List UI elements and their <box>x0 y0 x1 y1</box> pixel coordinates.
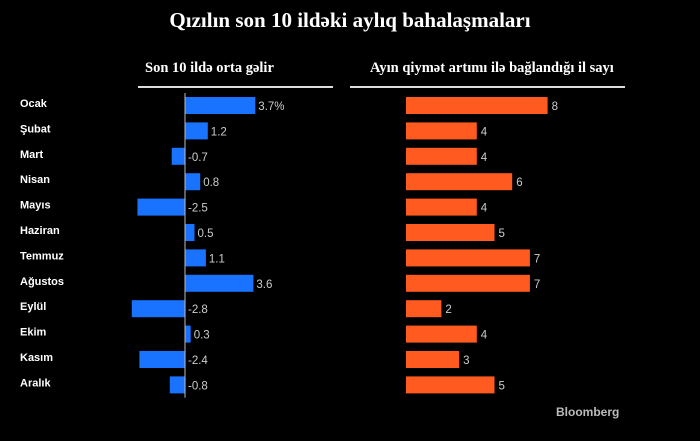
left-bar <box>139 351 185 368</box>
bloomberg-logo: Bloomberg <box>556 405 620 419</box>
category-label: Aralık <box>20 377 51 389</box>
right-value-label: 8 <box>552 101 558 113</box>
category-label: Ağustos <box>20 276 64 288</box>
right-bar <box>406 198 477 216</box>
right-value-label: 2 <box>445 304 451 316</box>
left-bar <box>185 97 256 114</box>
left-bar <box>131 300 185 318</box>
right-value-label: 3 <box>463 355 469 367</box>
right-value-label: 5 <box>499 228 505 240</box>
right-bar <box>406 97 548 114</box>
left-value-label: 0.5 <box>198 228 214 240</box>
right-bar <box>406 376 495 394</box>
right-bar <box>406 351 460 368</box>
left-value-label: -2.8 <box>188 304 208 316</box>
category-label: Ekim <box>20 327 47 339</box>
category-label: Mayıs <box>20 200 51 212</box>
right-bar <box>406 300 442 318</box>
left-value-label: 1.2 <box>211 126 227 138</box>
left-bar <box>185 325 191 343</box>
right-subtitle: Ayın qiymət artımı ilə bağlandığı il say… <box>370 60 614 76</box>
category-label: Şubat <box>20 123 51 135</box>
left-bar <box>185 122 208 140</box>
left-value-label: -0.8 <box>188 380 208 392</box>
category-label: Nisan <box>20 174 50 186</box>
right-bar <box>406 122 477 140</box>
category-label: Haziran <box>20 225 60 237</box>
left-bar <box>185 274 254 292</box>
left-value-label: 3.6 <box>256 279 272 291</box>
left-value-label: -2.4 <box>188 355 208 367</box>
left-bar <box>171 147 185 165</box>
left-value-label: -0.7 <box>188 152 208 164</box>
right-bar <box>406 147 477 165</box>
right-value-label: 4 <box>481 203 488 215</box>
left-bar <box>169 376 185 394</box>
left-subtitle: Son 10 ildə orta gəlir <box>145 60 274 76</box>
category-label: Kasım <box>20 352 53 364</box>
right-bar <box>406 224 495 241</box>
right-bar <box>406 249 530 267</box>
left-value-label: 0.8 <box>203 177 219 189</box>
right-value-label: 7 <box>534 253 540 265</box>
left-value-label: -2.5 <box>188 203 208 215</box>
right-value-label: 4 <box>481 126 488 138</box>
left-value-label: 1.1 <box>209 253 225 265</box>
category-label: Temmuz <box>20 250 64 262</box>
right-value-label: 6 <box>516 177 522 189</box>
category-label: Eylül <box>20 301 46 313</box>
left-bar <box>185 224 195 241</box>
category-label: Mart <box>20 149 44 161</box>
right-value-label: 5 <box>499 380 505 392</box>
right-rule <box>350 86 625 88</box>
left-bar <box>185 249 206 267</box>
left-rule <box>138 86 333 88</box>
left-value-label: 3.7% <box>258 101 284 113</box>
right-bar <box>406 173 513 191</box>
right-bar <box>406 274 530 292</box>
category-label: Ocak <box>20 98 48 110</box>
left-bar <box>185 173 201 191</box>
right-value-label: 4 <box>481 152 488 164</box>
right-value-label: 7 <box>534 279 540 291</box>
right-value-label: 4 <box>481 330 488 342</box>
left-bar <box>137 198 185 216</box>
right-bar <box>406 325 477 343</box>
chart-title: Qızılın son 10 ildəki aylıq bahalaşmalar… <box>169 8 531 32</box>
left-value-label: 0.3 <box>194 330 210 342</box>
